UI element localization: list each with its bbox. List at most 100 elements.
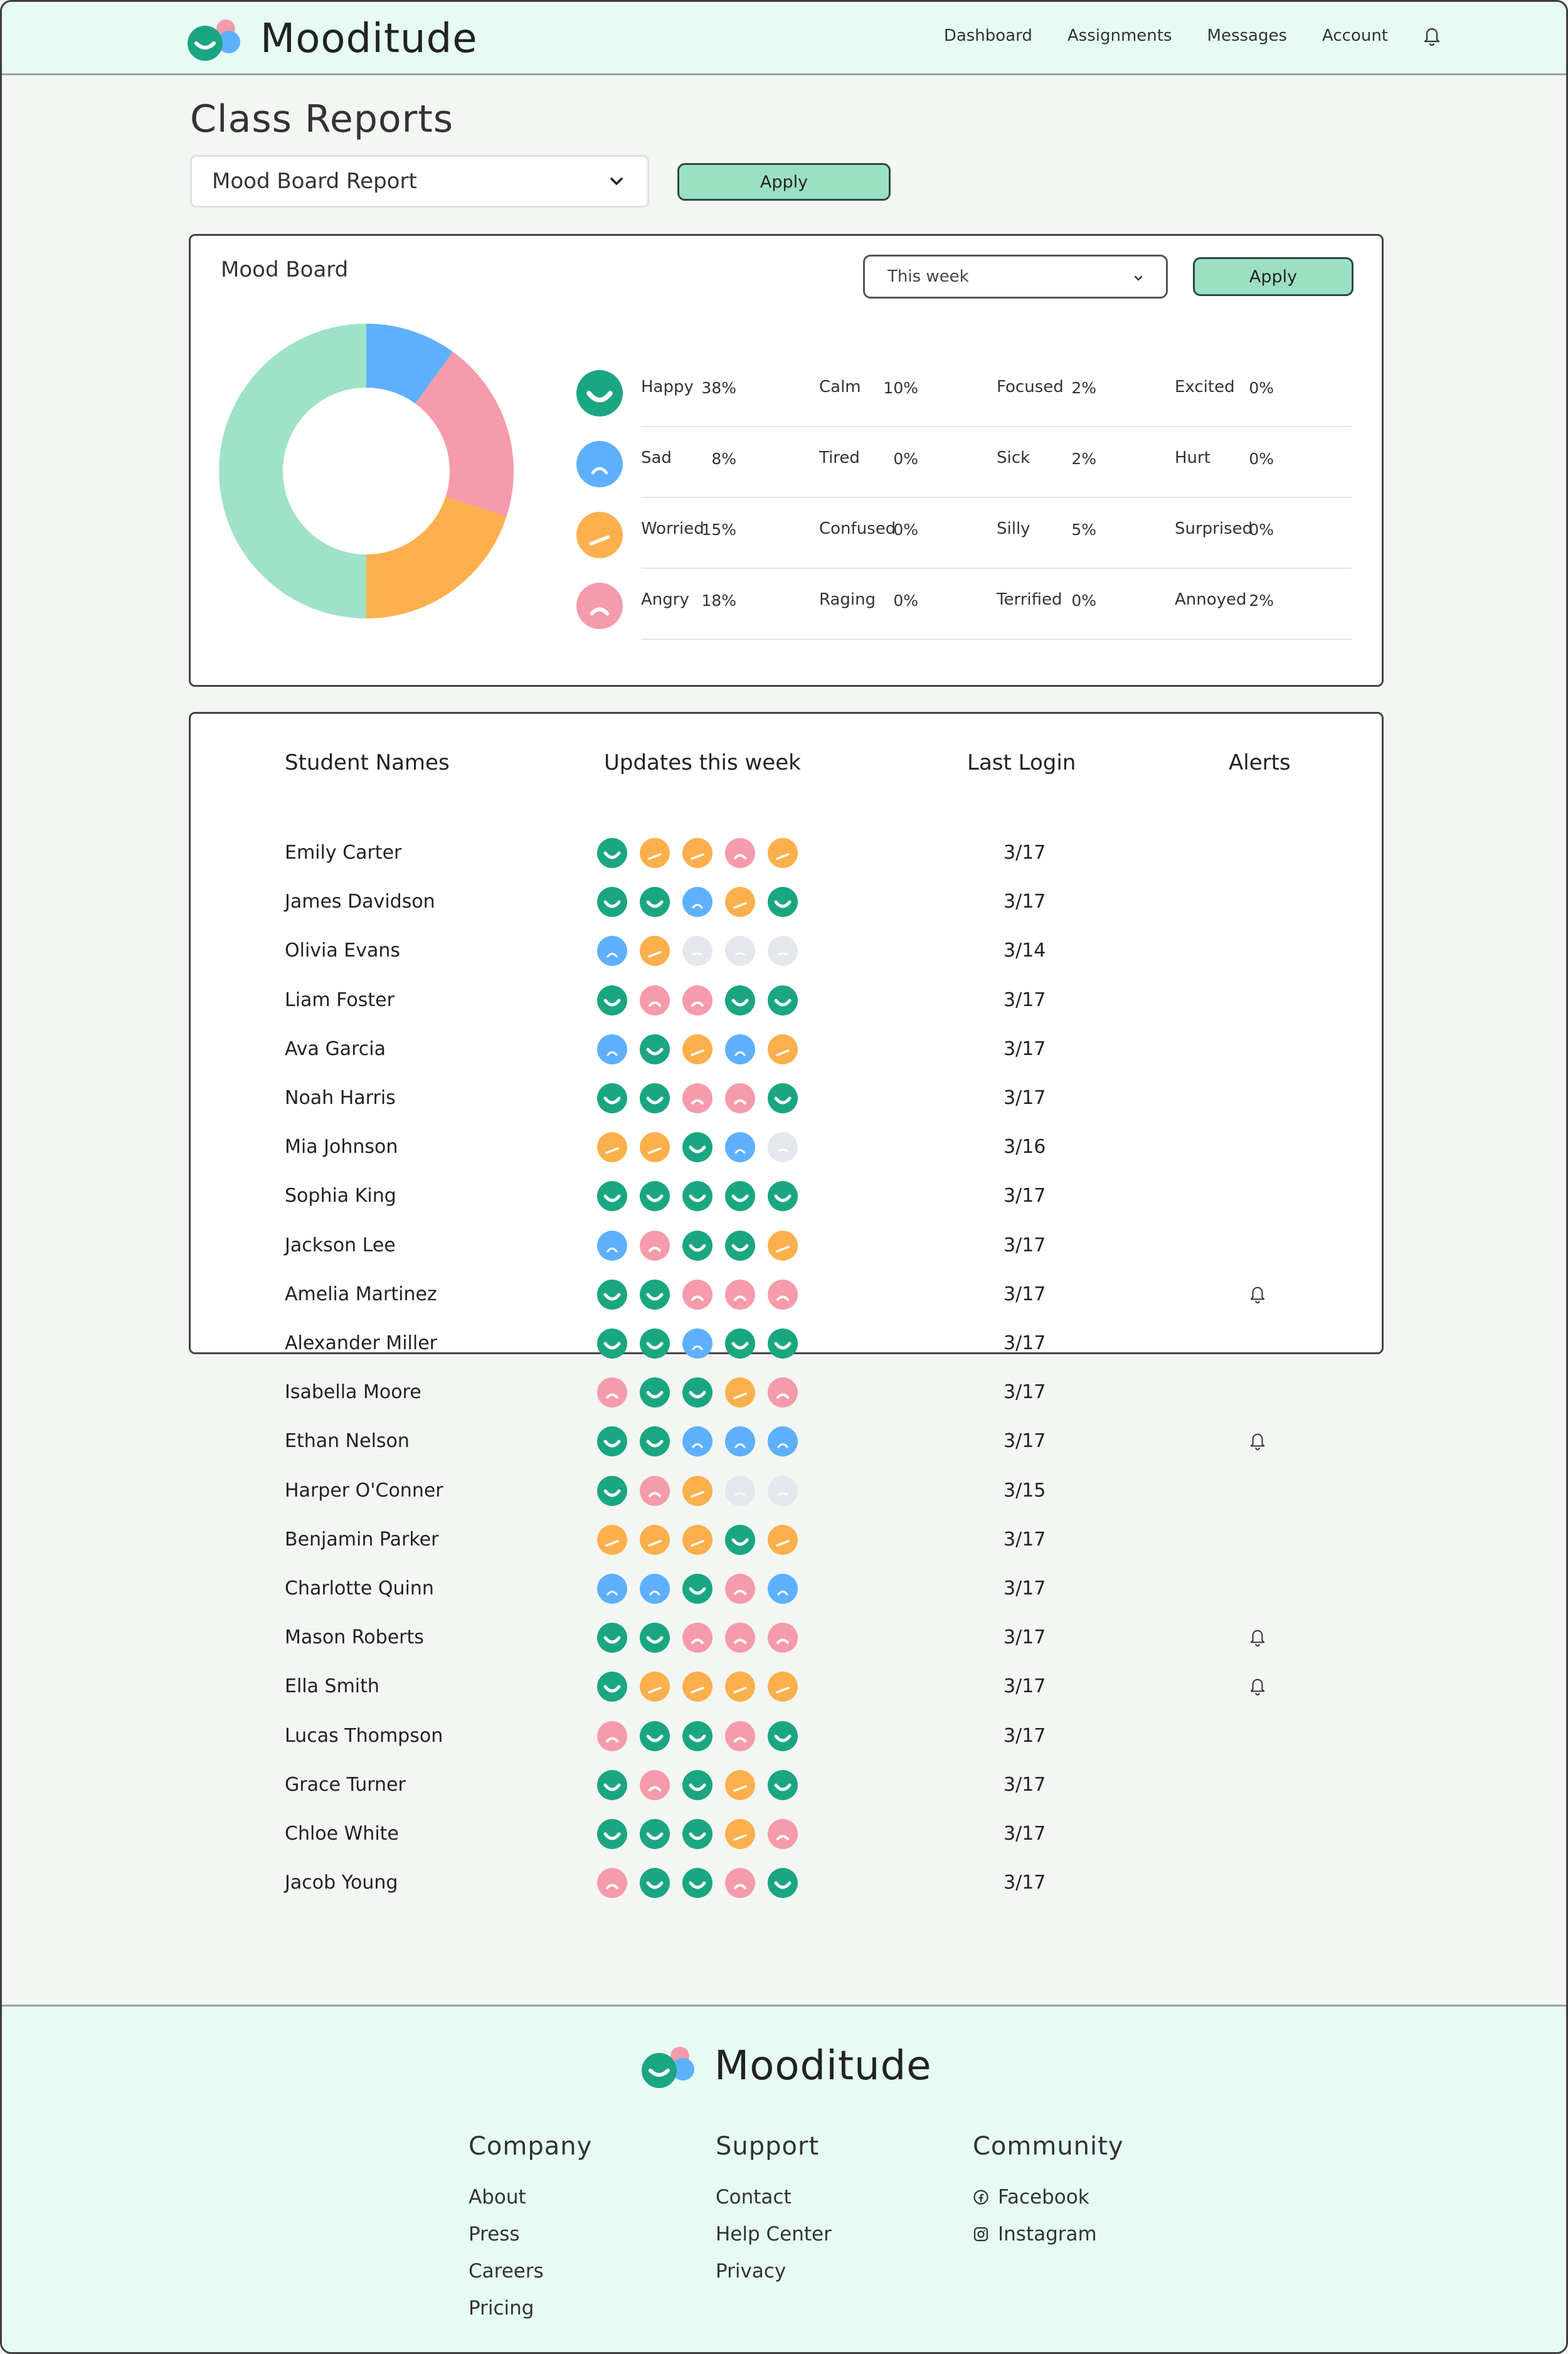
student-name[interactable]: Jacob Young [285,1872,398,1894]
worried-face-icon [640,936,670,967]
worried-face-icon [725,1819,755,1849]
student-name[interactable]: Emily Carter [285,842,402,864]
happy-face-icon [597,1819,627,1849]
worried-face-icon [682,1034,712,1064]
student-name[interactable]: James Davidson [285,891,435,913]
student-name[interactable]: Liam Foster [285,989,395,1011]
brand-logo[interactable]: Mooditude [188,16,478,62]
alert-bell-icon[interactable] [1249,1677,1266,1696]
footer-link-facebook[interactable]: Facebook [973,2178,1124,2215]
student-name[interactable]: Harper O'Conner [285,1479,443,1502]
student-name[interactable]: Amelia Martinez [285,1283,437,1305]
last-login: 3/17 [1004,1724,1046,1747]
student-name[interactable]: Lucas Thompson [285,1724,443,1747]
footer-col-community: Community Facebook Instagram [973,2132,1124,2252]
date-range-select[interactable]: This week [863,255,1168,299]
student-row[interactable]: Ella Smith 3/17 [191,1667,1382,1715]
student-name[interactable]: Olivia Evans [285,940,401,962]
student-row[interactable]: Lucas Thompson 3/17 [191,1716,1382,1765]
report-type-select[interactable]: Mood Board Report [190,155,649,208]
student-row[interactable]: Jackson Lee 3/17 [191,1226,1382,1275]
mood-row-sad: Sad 8% Tired 0% Sick 2% Hurt 0% [576,427,1352,498]
mood-updates [597,1720,798,1751]
student-row[interactable]: Amelia Martinez 3/17 [191,1275,1382,1323]
student-row[interactable]: James Davidson 3/17 [191,882,1382,931]
student-name[interactable]: Grace Turner [285,1773,406,1796]
mood-percent: 0% [1249,521,1274,539]
student-row[interactable]: Harper O'Conner 3/15 [191,1471,1382,1520]
happy-face-icon [682,1230,712,1261]
student-name[interactable]: Isabella Moore [285,1381,421,1404]
student-name[interactable]: Mason Roberts [285,1626,424,1649]
footer-link-help-center[interactable]: Help Center [716,2222,832,2245]
instagram-icon [973,2227,988,2241]
apply-range-button[interactable]: Apply [1193,257,1353,296]
student-name[interactable]: Benjamin Parker [285,1528,439,1551]
worried-face-icon [576,512,623,558]
footer-link-about[interactable]: About [469,2185,526,2208]
student-row[interactable]: Charlotte Quinn 3/17 [191,1569,1382,1618]
footer-brand[interactable]: Mooditude [642,2043,932,2089]
angry-face-icon [725,838,755,868]
student-row[interactable]: Benjamin Parker 3/17 [191,1520,1382,1569]
student-name[interactable]: Alexander Miller [285,1332,437,1354]
last-login: 3/16 [1004,1136,1046,1158]
worried-face-icon [597,1524,627,1555]
student-row[interactable]: Jacob Young 3/17 [191,1863,1382,1912]
student-row[interactable]: Mia Johnson 3/16 [191,1127,1382,1176]
student-name[interactable]: Ethan Nelson [285,1430,410,1453]
mood-label: Worried [641,519,704,538]
mood-label: Terrified [997,590,1062,609]
student-name[interactable]: Noah Harris [285,1087,396,1109]
student-row[interactable]: Olivia Evans 3/14 [191,931,1382,980]
student-row[interactable]: Ava Garcia 3/17 [191,1029,1382,1078]
sad-face-icon [725,1034,755,1064]
student-name[interactable]: Ella Smith [285,1675,379,1698]
student-name[interactable]: Sophia King [285,1185,396,1207]
mood-updates [597,1328,798,1359]
student-row[interactable]: Grace Turner 3/17 [191,1765,1382,1814]
mood-percent: 18% [701,591,736,610]
last-login: 3/17 [1004,891,1046,913]
alert-bell-icon[interactable] [1249,1285,1266,1303]
footer-link-careers[interactable]: Careers [469,2259,544,2282]
student-row[interactable]: Emily Carter 3/17 [191,833,1382,882]
apply-report-button[interactable]: Apply [677,163,891,201]
alert-bell-icon[interactable] [1249,1628,1266,1647]
notifications-bell-icon[interactable] [1423,26,1441,46]
happy-face-icon [768,1181,798,1212]
happy-face-icon [576,370,623,416]
student-row[interactable]: Chloe White 3/17 [191,1814,1382,1863]
student-name[interactable]: Charlotte Quinn [285,1577,434,1599]
footer-link-instagram[interactable]: Instagram [973,2215,1124,2252]
footer-link-privacy[interactable]: Privacy [716,2259,787,2282]
happy-face-icon [640,887,670,918]
alert-bell-icon[interactable] [1249,1431,1266,1451]
student-row[interactable]: Isabella Moore 3/17 [191,1372,1382,1421]
student-row[interactable]: Alexander Miller 3/17 [191,1323,1382,1372]
last-login: 3/17 [1004,1087,1046,1109]
student-name[interactable]: Mia Johnson [285,1136,398,1158]
mood-percent: 5% [1071,521,1096,539]
student-row[interactable]: Liam Foster 3/17 [191,980,1382,1029]
nav-messages[interactable]: Messages [1207,26,1288,45]
student-row[interactable]: Mason Roberts 3/17 [191,1618,1382,1667]
angry-face-icon [682,1623,712,1653]
student-row[interactable]: Ethan Nelson 3/17 [191,1421,1382,1470]
student-row[interactable]: Sophia King 3/17 [191,1176,1382,1225]
footer-link-pricing[interactable]: Pricing [469,2296,534,2320]
last-login: 3/14 [1004,940,1046,962]
angry-face-icon [640,1475,670,1506]
footer-link-press[interactable]: Press [469,2222,520,2245]
nav-dashboard[interactable]: Dashboard [943,26,1032,45]
student-name[interactable]: Ava Garcia [285,1037,386,1060]
nav-account[interactable]: Account [1322,26,1388,45]
student-name[interactable]: Chloe White [285,1823,399,1845]
student-name[interactable]: Jackson Lee [285,1234,396,1256]
student-row[interactable]: Noah Harris 3/17 [191,1078,1382,1127]
last-login: 3/17 [1004,1872,1046,1894]
mood-updates [597,1574,798,1604]
footer-link-contact[interactable]: Contact [716,2185,792,2208]
nav-assignments[interactable]: Assignments [1067,26,1172,45]
angry-face-icon [597,1720,627,1751]
